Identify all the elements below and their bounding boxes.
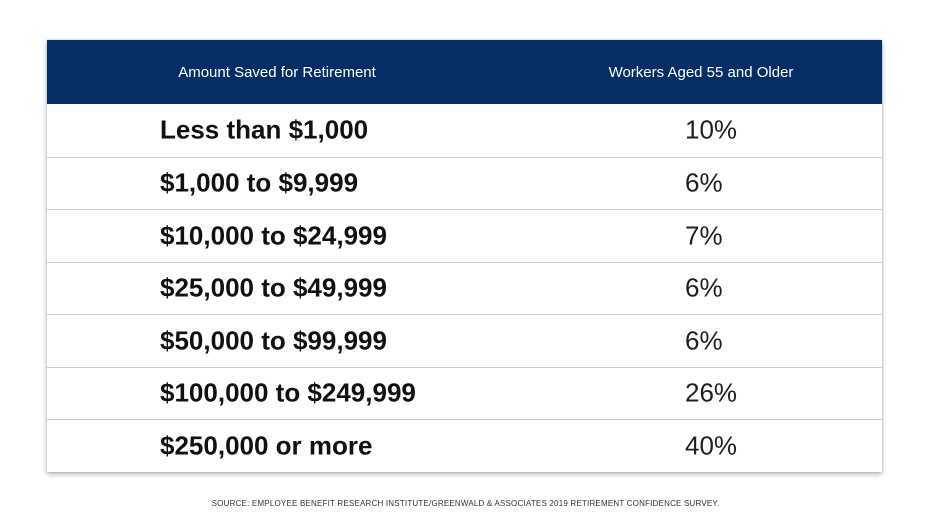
column-header-amount: Amount Saved for Retirement (178, 63, 376, 81)
table-row: $25,000 to $49,999 6% (47, 261, 882, 315)
percent-cell: 7% (685, 220, 723, 251)
amount-cell: $250,000 or more (160, 430, 373, 461)
amount-cell: $100,000 to $249,999 (160, 377, 416, 408)
percent-cell: 6% (685, 325, 723, 356)
column-header-workers: Workers Aged 55 and Older (608, 63, 794, 81)
percent-cell: 6% (685, 272, 723, 303)
retirement-savings-table: Amount Saved for Retirement Workers Aged… (47, 40, 882, 472)
table-row: $50,000 to $99,999 6% (47, 314, 882, 367)
source-note: SOURCE: EMPLOYEE BENEFIT RESEARCH INSTIT… (211, 499, 720, 508)
table-body: Less than $1,000 10% $1,000 to $9,999 6%… (47, 104, 882, 472)
table-row: $1,000 to $9,999 6% (47, 156, 882, 210)
amount-cell: $50,000 to $99,999 (160, 325, 387, 356)
table-row: $10,000 to $24,999 7% (47, 209, 882, 262)
percent-cell: 10% (685, 114, 738, 145)
table-row: $100,000 to $249,999 26% (47, 366, 882, 420)
percent-cell: 6% (685, 167, 723, 198)
table-header: Amount Saved for Retirement Workers Aged… (47, 40, 882, 104)
percent-cell: 40% (685, 430, 738, 461)
table-row: Less than $1,000 10% (47, 104, 882, 157)
amount-cell: $10,000 to $24,999 (160, 220, 387, 251)
table-row: $250,000 or more 40% (47, 419, 882, 472)
amount-cell: $1,000 to $9,999 (160, 167, 359, 198)
percent-cell: 26% (685, 377, 738, 408)
amount-cell: $25,000 to $49,999 (160, 272, 387, 303)
amount-cell: Less than $1,000 (160, 114, 369, 145)
